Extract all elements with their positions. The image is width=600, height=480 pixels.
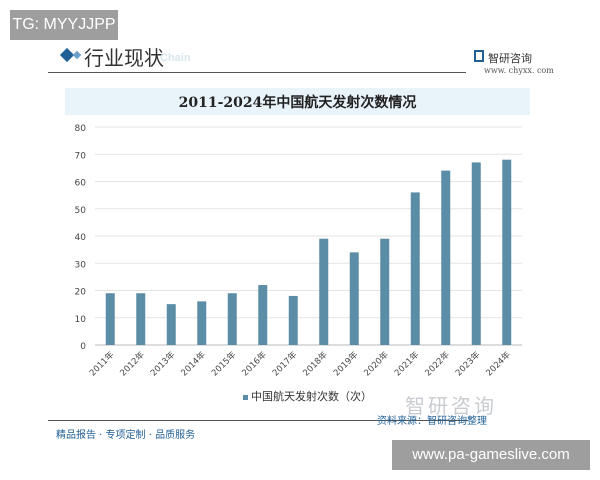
data-source: 资料来源：智研咨询整理 bbox=[377, 416, 487, 427]
watermark: 智研咨询 bbox=[405, 394, 497, 418]
brand-url: www. chyxx. com bbox=[484, 66, 554, 75]
bar bbox=[319, 238, 329, 345]
x-tick-label: 2017年 bbox=[270, 349, 299, 378]
overlay-watermark-bottom: www.pa-gameslive.com bbox=[392, 440, 590, 470]
y-tick-label: 20 bbox=[75, 288, 87, 298]
x-tick-label: 2015年 bbox=[209, 349, 238, 378]
x-tick-label: 2013年 bbox=[148, 349, 177, 378]
section-subtitle: Chain bbox=[160, 52, 191, 64]
y-tick-label: 60 bbox=[75, 179, 87, 189]
chart-title-band bbox=[65, 88, 530, 115]
x-tick-label: 2014年 bbox=[179, 349, 208, 378]
x-tick-label: 2016年 bbox=[240, 349, 269, 378]
x-tick-label: 2020年 bbox=[362, 349, 391, 378]
footer-divider bbox=[48, 420, 468, 421]
chart-title: 2011-2024年中国航天发射次数情况 bbox=[178, 95, 417, 111]
y-tick-label: 0 bbox=[80, 342, 86, 352]
y-tick-label: 10 bbox=[75, 315, 87, 325]
y-tick-label: 70 bbox=[75, 151, 87, 161]
brand-logo-icon bbox=[474, 50, 484, 62]
bar bbox=[105, 293, 115, 345]
bar bbox=[441, 170, 451, 345]
section-title: 行业现状 bbox=[84, 46, 164, 70]
x-tick-label: 2012年 bbox=[118, 349, 147, 378]
bar bbox=[380, 238, 390, 345]
footer-slogan: 精品报告 · 专项定制 · 品质服务 bbox=[56, 430, 196, 441]
x-tick-label: 2018年 bbox=[301, 349, 330, 378]
legend-label: 中国航天发射次数（次） bbox=[251, 390, 372, 403]
x-tick-label: 2023年 bbox=[453, 349, 482, 378]
bar bbox=[258, 285, 268, 345]
bar bbox=[410, 192, 420, 345]
y-tick-label: 80 bbox=[75, 124, 87, 134]
y-tick-label: 30 bbox=[75, 260, 87, 270]
header-divider bbox=[48, 72, 466, 73]
x-tick-label: 2024年 bbox=[484, 349, 513, 378]
bar bbox=[502, 159, 512, 345]
x-tick-label: 2019年 bbox=[331, 349, 360, 378]
bar bbox=[227, 293, 237, 345]
legend: 中国航天发射次数（次） bbox=[243, 388, 372, 404]
bar bbox=[471, 162, 481, 345]
brand-name: 智研咨询 bbox=[488, 52, 532, 65]
y-tick-label: 50 bbox=[75, 206, 87, 216]
bar bbox=[288, 295, 298, 345]
overlay-watermark-top: TG: MYYJJPP bbox=[10, 10, 118, 40]
bar bbox=[166, 304, 176, 345]
bar bbox=[349, 252, 359, 345]
x-tick-label: 2022年 bbox=[423, 349, 452, 378]
bar bbox=[197, 301, 207, 345]
x-tick-label: 2021年 bbox=[392, 349, 421, 378]
legend-swatch bbox=[243, 394, 248, 400]
y-tick-label: 40 bbox=[75, 233, 87, 243]
bar bbox=[136, 293, 146, 345]
x-tick-label: 2011年 bbox=[87, 349, 116, 378]
